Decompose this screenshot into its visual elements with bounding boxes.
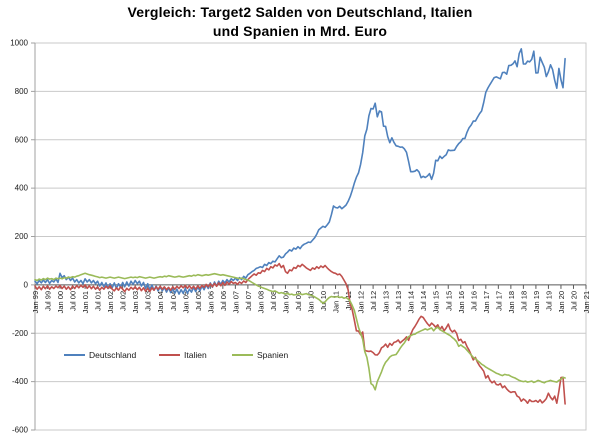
x-tick-label: Jul 04 <box>169 291 178 311</box>
legend-label-spanien: Spanien <box>257 350 289 360</box>
series-line-deutschland <box>34 47 566 295</box>
x-tick-label: Jul 13 <box>394 291 403 311</box>
x-tick-label: Jan 17 <box>482 291 491 314</box>
x-tick-label: Jan 05 <box>181 291 190 314</box>
x-tick-label: Jul 99 <box>44 291 53 311</box>
x-tick-label: Jul 17 <box>494 291 503 311</box>
x-tick-label: Jan 15 <box>432 291 441 314</box>
x-tick-label: Jul 07 <box>244 291 253 311</box>
chart-title-line2: und Spanien in Mrd. Euro <box>212 23 388 39</box>
legend-label-deutschland: Deutschland <box>89 350 137 360</box>
x-tick-label: Jan 21 <box>582 291 591 314</box>
y-tick-label: 0 <box>24 280 29 289</box>
legend-line-sample-deutschland <box>64 354 85 356</box>
y-tick-label: 200 <box>15 232 29 241</box>
y-tick-label: 400 <box>15 184 29 193</box>
x-tick-label: Jan 18 <box>507 291 516 314</box>
legend: Deutschland Italien Spanien <box>0 348 600 362</box>
x-tick-label: Jan 04 <box>156 291 165 314</box>
y-tick-label: 1000 <box>10 39 28 48</box>
x-tick-label: Jul 18 <box>519 291 528 311</box>
legend-line-sample-spanien <box>232 354 253 356</box>
x-tick-label: Jan 11 <box>332 291 341 313</box>
x-tick-label: Jan 01 <box>81 291 90 314</box>
gridlines <box>35 42 586 431</box>
legend-item-spanien: Spanien <box>232 348 288 362</box>
x-axis: Jan 99 Jul 99 Jan 00 Jul 00 Jan 01 Jul 01 Jan … <box>31 284 591 314</box>
chart-title-line1: Vergleich: Target2 Salden von Deutschlan… <box>127 4 473 20</box>
legend-label-italien: Italien <box>184 350 207 360</box>
x-tick-label: Jul 08 <box>269 291 278 311</box>
y-tick-label: 800 <box>15 87 29 96</box>
x-tick-label: Jan 08 <box>256 291 265 314</box>
x-tick-label: Jul 20 <box>569 291 578 311</box>
x-tick-label: Jan 00 <box>56 291 65 314</box>
x-tick-label: Jul 01 <box>94 291 103 311</box>
legend-item-deutschland: Deutschland <box>64 348 136 362</box>
x-tick-label: Jan 19 <box>532 291 541 314</box>
x-tick-label: Jan 13 <box>382 291 391 314</box>
legend-line-sample-italien <box>159 354 180 356</box>
x-tick-label: Jan 07 <box>231 291 240 314</box>
x-tick-label: Jan 14 <box>407 291 416 314</box>
x-tick-label: Jan 03 <box>131 291 140 314</box>
chart-title: Vergleich: Target2 Salden von Deutschlan… <box>0 3 600 41</box>
x-tick-label: Jan 16 <box>457 291 466 314</box>
x-tick-label: Jan 09 <box>281 291 290 314</box>
x-tick-label: Jul 15 <box>444 291 453 311</box>
x-tick-label: Jan 20 <box>557 291 566 314</box>
y-tick-label: -600 <box>12 426 29 435</box>
legend-item-italien: Italien <box>159 348 207 362</box>
x-tick-label: Jan 10 <box>307 291 316 314</box>
x-tick-label: Jul 19 <box>544 291 553 311</box>
x-tick-label: Jul 09 <box>294 291 303 311</box>
x-tick-label: Jul 00 <box>69 291 78 311</box>
series-line-spanien <box>34 272 566 391</box>
x-tick-label: Jan 02 <box>106 291 115 314</box>
x-tick-label: Jan 06 <box>206 291 215 314</box>
y-axis: 1000 800 600 400 200 0 -200 -400 -600 <box>10 39 36 435</box>
x-tick-label: Jan 12 <box>357 291 366 314</box>
x-tick-label: Jan 99 <box>31 291 40 314</box>
x-tick-label: Jul 02 <box>119 291 128 311</box>
x-tick-label: Jul 06 <box>219 291 228 311</box>
y-tick-label: 600 <box>15 135 29 144</box>
x-tick-label: Jul 16 <box>469 291 478 311</box>
x-tick-label: Jul 05 <box>194 291 203 311</box>
y-tick-label: -200 <box>12 329 29 338</box>
y-tick-label: -400 <box>12 377 29 386</box>
x-tick-label: Jul 14 <box>419 291 428 311</box>
x-tick-label: Jul 12 <box>369 291 378 311</box>
x-tick-label: Jul 03 <box>144 291 153 311</box>
x-tick-label: Jul 10 <box>319 291 328 311</box>
